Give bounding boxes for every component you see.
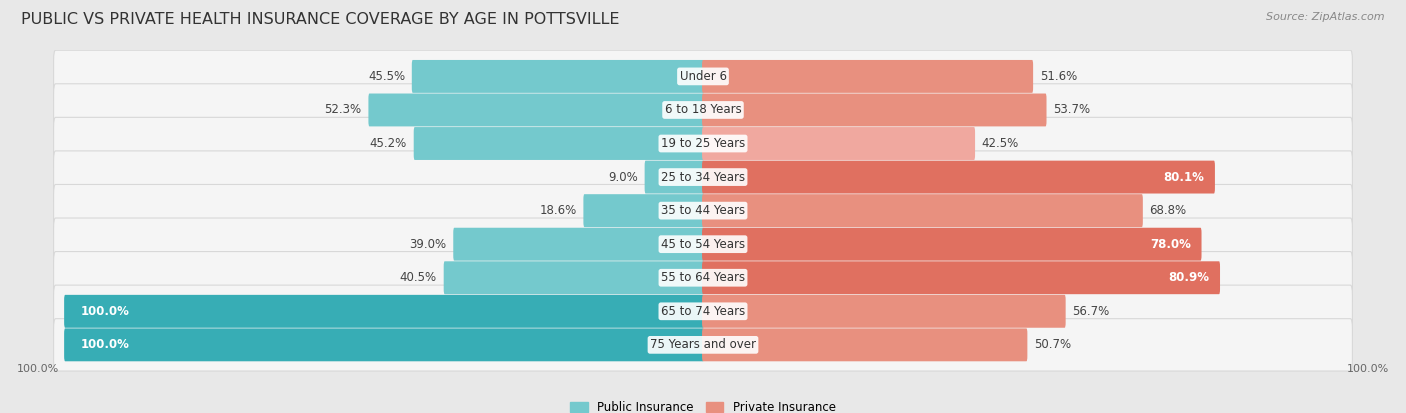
- Text: 25 to 34 Years: 25 to 34 Years: [661, 171, 745, 183]
- Text: 42.5%: 42.5%: [981, 137, 1019, 150]
- FancyBboxPatch shape: [368, 93, 704, 126]
- Text: 18.6%: 18.6%: [540, 204, 576, 217]
- Text: 39.0%: 39.0%: [409, 238, 447, 251]
- Text: 50.7%: 50.7%: [1033, 338, 1071, 351]
- FancyBboxPatch shape: [702, 161, 1215, 194]
- Text: 45 to 54 Years: 45 to 54 Years: [661, 238, 745, 251]
- Text: 65 to 74 Years: 65 to 74 Years: [661, 305, 745, 318]
- Text: 100.0%: 100.0%: [17, 364, 59, 374]
- Text: 100.0%: 100.0%: [1347, 364, 1389, 374]
- Text: 100.0%: 100.0%: [82, 338, 129, 351]
- FancyBboxPatch shape: [702, 261, 1220, 294]
- Text: 80.9%: 80.9%: [1168, 271, 1209, 284]
- FancyBboxPatch shape: [412, 60, 704, 93]
- Text: 19 to 25 Years: 19 to 25 Years: [661, 137, 745, 150]
- FancyBboxPatch shape: [702, 127, 976, 160]
- FancyBboxPatch shape: [583, 194, 704, 227]
- Text: 51.6%: 51.6%: [1040, 70, 1077, 83]
- FancyBboxPatch shape: [53, 151, 1353, 203]
- FancyBboxPatch shape: [453, 228, 704, 261]
- Text: 6 to 18 Years: 6 to 18 Years: [665, 104, 741, 116]
- FancyBboxPatch shape: [444, 261, 704, 294]
- FancyBboxPatch shape: [53, 185, 1353, 237]
- FancyBboxPatch shape: [53, 285, 1353, 337]
- Text: 9.0%: 9.0%: [609, 171, 638, 183]
- Text: 75 Years and over: 75 Years and over: [650, 338, 756, 351]
- FancyBboxPatch shape: [65, 328, 704, 361]
- Text: Under 6: Under 6: [679, 70, 727, 83]
- FancyBboxPatch shape: [702, 60, 1033, 93]
- FancyBboxPatch shape: [53, 84, 1353, 136]
- Text: 68.8%: 68.8%: [1150, 204, 1187, 217]
- FancyBboxPatch shape: [53, 117, 1353, 170]
- Text: 40.5%: 40.5%: [399, 271, 437, 284]
- FancyBboxPatch shape: [702, 328, 1028, 361]
- FancyBboxPatch shape: [644, 161, 704, 194]
- Text: 53.7%: 53.7%: [1053, 104, 1090, 116]
- Text: 78.0%: 78.0%: [1150, 238, 1191, 251]
- Text: 100.0%: 100.0%: [82, 305, 129, 318]
- FancyBboxPatch shape: [65, 295, 704, 328]
- FancyBboxPatch shape: [53, 50, 1353, 102]
- FancyBboxPatch shape: [53, 218, 1353, 271]
- FancyBboxPatch shape: [413, 127, 704, 160]
- Text: PUBLIC VS PRIVATE HEALTH INSURANCE COVERAGE BY AGE IN POTTSVILLE: PUBLIC VS PRIVATE HEALTH INSURANCE COVER…: [21, 12, 620, 27]
- Text: 55 to 64 Years: 55 to 64 Years: [661, 271, 745, 284]
- Text: 45.2%: 45.2%: [370, 137, 406, 150]
- Text: 52.3%: 52.3%: [325, 104, 361, 116]
- FancyBboxPatch shape: [702, 194, 1143, 227]
- Text: 35 to 44 Years: 35 to 44 Years: [661, 204, 745, 217]
- FancyBboxPatch shape: [702, 228, 1202, 261]
- Text: 45.5%: 45.5%: [368, 70, 405, 83]
- Text: 80.1%: 80.1%: [1164, 171, 1205, 183]
- Text: 56.7%: 56.7%: [1073, 305, 1109, 318]
- FancyBboxPatch shape: [702, 93, 1046, 126]
- FancyBboxPatch shape: [53, 319, 1353, 371]
- FancyBboxPatch shape: [53, 252, 1353, 304]
- Text: Source: ZipAtlas.com: Source: ZipAtlas.com: [1267, 12, 1385, 22]
- FancyBboxPatch shape: [702, 295, 1066, 328]
- Legend: Public Insurance, Private Insurance: Public Insurance, Private Insurance: [571, 401, 835, 413]
